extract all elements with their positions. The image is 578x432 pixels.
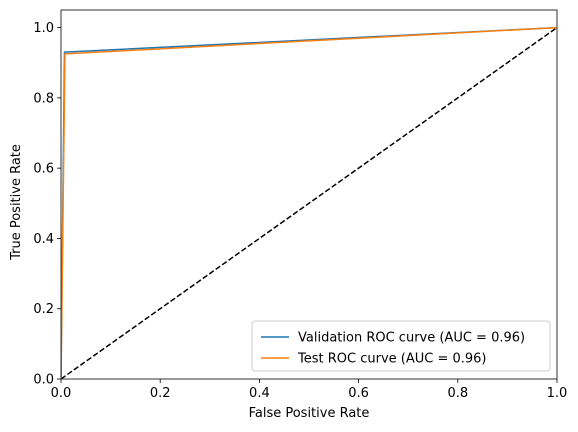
x-tick-label: 0.8 xyxy=(447,386,468,401)
series-group xyxy=(61,26,557,379)
x-axis-label: False Positive Rate xyxy=(249,406,370,421)
legend-entry-label: Validation ROC curve (AUC = 0.96) xyxy=(298,331,525,346)
y-tick-label: 0.8 xyxy=(33,91,54,106)
x-tick-label: 0.4 xyxy=(249,386,270,401)
y-axis: 0.0 0.2 0.4 0.6 0.8 1.0 xyxy=(33,21,61,388)
legend: Validation ROC curve (AUC = 0.96) Test RO… xyxy=(251,320,551,372)
y-tick-label: 0.4 xyxy=(33,232,54,247)
x-axis: 0.0 0.2 0.4 0.6 0.8 1.0 xyxy=(51,379,568,401)
y-tick-label: 0.0 xyxy=(33,373,54,388)
legend-box xyxy=(251,320,551,372)
plot-frame xyxy=(60,9,558,380)
y-axis-label: True Positive Rate xyxy=(9,144,24,261)
x-tick-label: 1.0 xyxy=(547,386,568,401)
y-tick-label: 1.0 xyxy=(33,21,54,36)
x-tick-label: 0.2 xyxy=(150,386,171,401)
y-tick-label: 0.2 xyxy=(33,302,54,317)
plot-area xyxy=(60,9,558,380)
test-roc-line xyxy=(61,26,557,379)
y-tick-label: 0.6 xyxy=(33,162,54,177)
legend-entry-label: Test ROC curve (AUC = 0.96) xyxy=(297,352,487,367)
x-tick-label: 0.6 xyxy=(348,386,369,401)
x-tick-label: 0.0 xyxy=(51,386,72,401)
chance-diagonal-line xyxy=(61,26,557,379)
